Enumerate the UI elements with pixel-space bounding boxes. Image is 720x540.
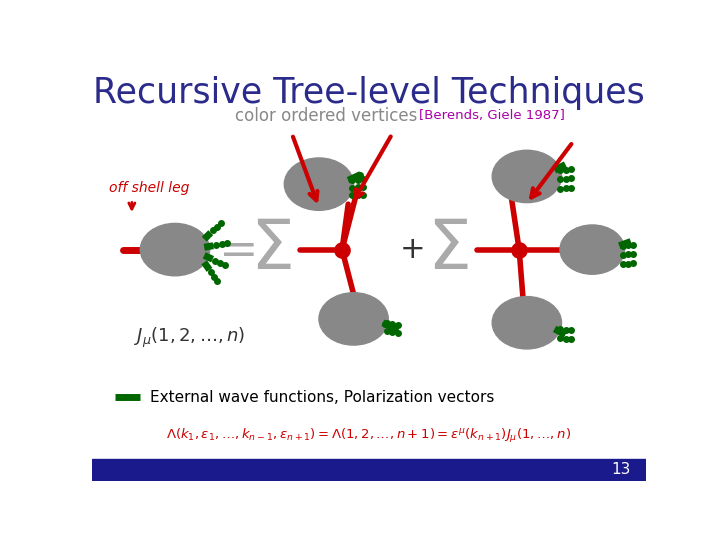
Ellipse shape (284, 158, 354, 211)
Text: External wave functions, Polarization vectors: External wave functions, Polarization ve… (150, 390, 494, 405)
Text: $J_{\mu}(1,2,\ldots,n)$: $J_{\mu}(1,2,\ldots,n)$ (134, 326, 246, 350)
Text: $+$: $+$ (399, 235, 423, 264)
Ellipse shape (140, 224, 210, 276)
Text: $=$: $=$ (209, 227, 255, 272)
Ellipse shape (560, 225, 625, 274)
Text: Recursive Tree-level Techniques: Recursive Tree-level Techniques (93, 76, 645, 110)
Text: off shell leg: off shell leg (109, 181, 189, 195)
Text: color ordered vertices: color ordered vertices (235, 106, 418, 125)
Text: 13: 13 (611, 462, 631, 477)
Text: $\Sigma$: $\Sigma$ (251, 216, 292, 283)
Text: $\Sigma$: $\Sigma$ (427, 216, 468, 283)
Ellipse shape (492, 150, 562, 202)
Ellipse shape (492, 296, 562, 349)
Text: [Berends, Giele 1987]: [Berends, Giele 1987] (419, 109, 565, 122)
Bar (92, 459, 647, 481)
Text: $\Lambda(k_1,\varepsilon_1,\ldots,k_{n-1},\varepsilon_{n+1}) = \Lambda(1,2,\ldot: $\Lambda(k_1,\varepsilon_1,\ldots,k_{n-1… (166, 427, 572, 445)
Ellipse shape (319, 293, 388, 345)
